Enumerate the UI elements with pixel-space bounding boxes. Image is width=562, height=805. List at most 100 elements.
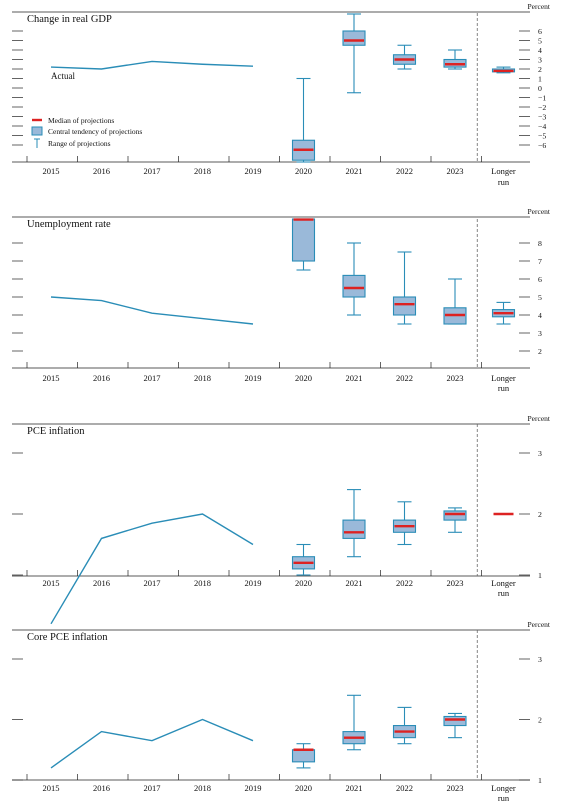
central-tendency-box [291, 218, 316, 262]
x-tick-label-2021: 2021 [346, 578, 363, 588]
x-tick-label-2019: 2019 [245, 166, 262, 176]
y-tick-label: −5 [538, 132, 546, 141]
projection-2021 [342, 694, 366, 751]
x-tick-label-2020: 2020 [295, 578, 312, 588]
unit-label: Percent [528, 207, 551, 216]
x-tick-label-2020: 2020 [295, 373, 312, 383]
y-tick-label: −3 [538, 113, 546, 122]
y-tick-label: 5 [538, 37, 542, 46]
projection-2020 [291, 218, 316, 271]
unit-label: Percent [528, 620, 551, 629]
projection-2021 [342, 489, 366, 558]
legend: Median of projections Central tendency of… [31, 116, 142, 148]
x-tick-label-longer: Longer [491, 783, 516, 793]
x-tick-label-2018: 2018 [194, 578, 211, 588]
x-tick-label-2022: 2022 [396, 166, 413, 176]
y-tick-label: 6 [538, 275, 542, 284]
x-tick-label-longer: Longer [491, 166, 516, 176]
x-tick-label-longer: Longer [491, 373, 516, 383]
y-tick-label: −1 [538, 94, 546, 103]
chart-title: Unemployment rate [27, 219, 111, 230]
projection-2022 [392, 44, 417, 70]
x-tick-label-2020: 2020 [295, 166, 312, 176]
projection-2022 [392, 501, 417, 546]
x-tick-label-2019: 2019 [245, 578, 262, 588]
unit-label: Percent [528, 2, 551, 11]
y-tick-label: 6 [538, 27, 542, 36]
legend-median-label: Median of projections [48, 116, 114, 125]
chart-title: Core PCE inflation [27, 632, 108, 643]
y-tick-label: 1 [538, 776, 542, 785]
legend-central-label: Central tendency of projections [48, 127, 142, 136]
unit-label: Percent [528, 414, 551, 423]
projection-2022 [392, 706, 417, 745]
x-tick-label-2019: 2019 [245, 783, 262, 793]
x-tick-label-2022: 2022 [396, 578, 413, 588]
x-tick-label-2023: 2023 [447, 373, 464, 383]
x-tick-label-2021: 2021 [346, 373, 363, 383]
central-tendency-box [443, 510, 467, 521]
central-tendency-box [342, 274, 366, 298]
y-tick-label: −4 [538, 122, 546, 131]
chart-panel-4: Percent Core PCE inflation 1 2 3 2015 2016 2017… [12, 620, 551, 803]
projection-2021 [342, 13, 366, 94]
y-tick-label: 4 [538, 46, 542, 55]
y-tick-label: 8 [538, 239, 542, 248]
x-tick-label-2017: 2017 [144, 578, 161, 588]
x-tick-label-2015: 2015 [43, 783, 60, 793]
y-tick-label: 3 [538, 329, 542, 338]
x-tick-label-run: run [498, 793, 510, 803]
y-tick-label: −2 [538, 103, 546, 112]
x-tick-label-2017: 2017 [144, 783, 161, 793]
projection-2023 [443, 49, 467, 70]
x-tick-label-2016: 2016 [93, 166, 110, 176]
actual-line [50, 60, 254, 70]
projection-2020 [291, 743, 316, 769]
x-tick-label-2015: 2015 [43, 166, 60, 176]
central-tendency-box [342, 30, 366, 46]
projection-2022 [392, 251, 417, 325]
y-tick-label: 4 [538, 311, 542, 320]
x-tick-label-run: run [498, 177, 510, 187]
x-tick-label-2020: 2020 [295, 783, 312, 793]
x-tick-label-2022: 2022 [396, 783, 413, 793]
x-tick-label-2023: 2023 [447, 578, 464, 588]
y-tick-label: 3 [538, 655, 542, 664]
chart-panel-3: Percent PCE inflation 1 2 3 2015 2016 2017 2018 2… [12, 414, 551, 625]
x-tick-label-2021: 2021 [346, 783, 363, 793]
x-tick-label-2022: 2022 [396, 373, 413, 383]
x-tick-label-2023: 2023 [447, 783, 464, 793]
y-tick-label: 2 [538, 65, 542, 74]
y-tick-label: 0 [538, 84, 542, 93]
projection-longer-run [491, 301, 516, 325]
x-tick-label-longer: Longer [491, 578, 516, 588]
x-tick-label-2015: 2015 [43, 578, 60, 588]
actual-line [50, 296, 254, 325]
projection-2020 [291, 543, 316, 576]
projection-2021 [342, 242, 366, 316]
x-tick-label-2019: 2019 [245, 373, 262, 383]
y-tick-label: −6 [538, 141, 546, 150]
projection-longer-run [491, 66, 516, 74]
x-tick-label-2018: 2018 [194, 373, 211, 383]
legend-range-label: Range of projections [48, 139, 111, 148]
legend-central-swatch [31, 126, 43, 136]
projection-2020 [291, 77, 316, 163]
projection-2023 [443, 712, 467, 739]
y-tick-label: 2 [538, 347, 542, 356]
actual-line [50, 718, 254, 769]
y-tick-label: 1 [538, 571, 542, 580]
chart-title: PCE inflation [27, 426, 85, 437]
x-tick-label-2017: 2017 [144, 373, 161, 383]
x-tick-label-2016: 2016 [93, 578, 110, 588]
chart-panel-2: Percent Unemployment rate 2 3 4 5 6 7 8 2015 2016 2… [12, 207, 551, 393]
x-tick-label-2018: 2018 [194, 783, 211, 793]
x-tick-label-2023: 2023 [447, 166, 464, 176]
y-tick-label: 2 [538, 716, 542, 725]
y-tick-label: 5 [538, 293, 542, 302]
actual-annotation: Actual [51, 71, 75, 81]
central-tendency-box [443, 715, 467, 727]
x-tick-label-2017: 2017 [144, 166, 161, 176]
x-tick-label-run: run [498, 588, 510, 598]
